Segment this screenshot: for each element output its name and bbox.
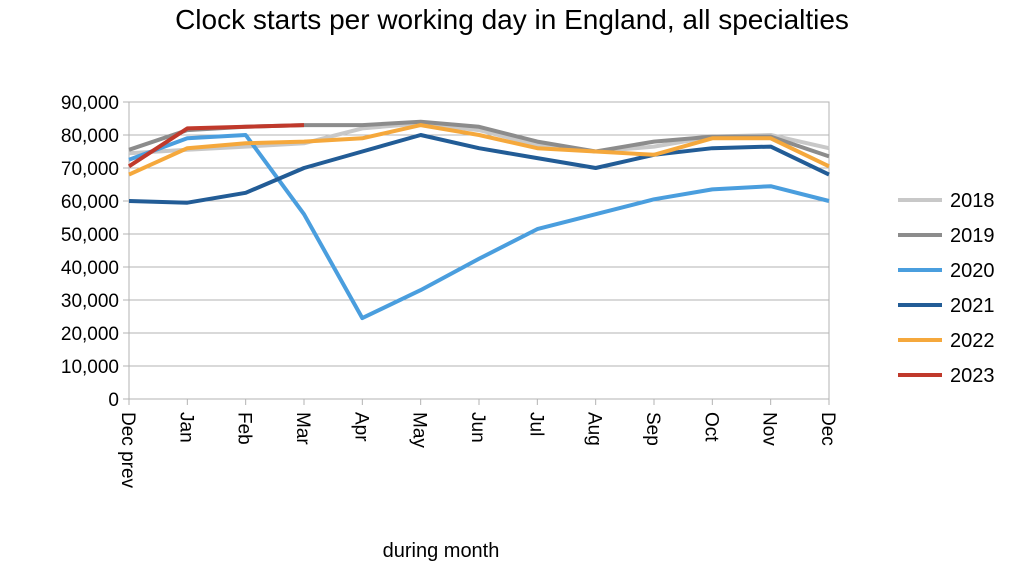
y-tick-label: 90,000 [61,93,119,114]
legend-label-2022: 2022 [950,330,995,352]
y-tick-label: 50,000 [61,225,119,246]
x-tick-label: Dec [817,412,838,446]
x-tick-label: Sep [642,412,663,446]
y-tick-label: 80,000 [61,126,119,147]
x-axis-title: during month [383,540,500,562]
legend: 2018 2019 2020 2021 2022 2023 [898,190,995,387]
y-tick-label: 60,000 [61,192,119,213]
chart-title: Clock starts per working day in England,… [175,4,849,35]
legend-label-2018: 2018 [950,190,995,212]
x-tick-label: Feb [234,412,255,445]
axes [123,101,830,405]
legend-label-2021: 2021 [950,295,995,317]
legend-label-2019: 2019 [950,225,995,247]
x-tick-label: Jun [467,412,488,443]
y-tick-label: 10,000 [61,357,119,378]
y-tick-label: 70,000 [61,159,119,180]
legend-label-2020: 2020 [950,260,995,282]
y-tick-labels: 0 10,000 20,000 30,000 40,000 50,000 60,000 70,… [61,93,119,411]
y-tick-label: 20,000 [61,324,119,345]
x-tick-label: Nov [759,412,780,446]
x-tick-label: May [409,412,430,448]
y-tick-label: 40,000 [61,258,119,279]
x-tick-label: Dec prev [117,412,138,489]
y-tick-label: 0 [108,390,119,411]
y-tick-label: 30,000 [61,291,119,312]
x-tick-label: Jul [525,412,546,436]
series-line-2022 [128,123,830,177]
series-line-2020 [128,133,830,321]
x-tick-label: Oct [700,412,721,442]
x-tick-label: Jan [175,412,196,443]
series-line-2021 [128,133,830,205]
series-line-2023 [127,123,305,168]
x-tick-labels: Dec prev Jan Feb Mar Apr May Jun Jul Aug Sep Oct No… [117,412,838,489]
x-tick-label: Aug [584,412,605,446]
series-lines [127,119,830,321]
x-tick-label: Mar [292,412,313,445]
legend-label-2023: 2023 [950,365,995,387]
x-tick-label: Apr [350,412,371,442]
